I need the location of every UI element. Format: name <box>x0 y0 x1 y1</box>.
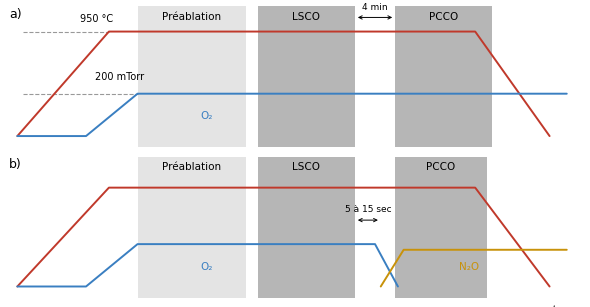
Text: LSCO: LSCO <box>293 12 320 22</box>
Bar <box>395 6 492 147</box>
Bar <box>137 157 246 298</box>
Text: b): b) <box>9 158 21 171</box>
Text: O₂: O₂ <box>200 262 212 272</box>
Text: a): a) <box>9 8 21 21</box>
Text: PCCO: PCCO <box>426 162 455 172</box>
Bar <box>395 157 487 298</box>
Text: Préablation: Préablation <box>162 12 221 22</box>
Text: 5 à 15 sec: 5 à 15 sec <box>345 205 391 215</box>
Text: N₂O: N₂O <box>460 262 480 272</box>
Bar <box>258 6 355 147</box>
Text: PCCO: PCCO <box>429 12 458 22</box>
Text: 950 °C: 950 °C <box>80 14 113 25</box>
Text: Préablation: Préablation <box>162 162 221 172</box>
Text: 4 min: 4 min <box>362 3 388 12</box>
Text: O₂: O₂ <box>200 111 212 121</box>
Text: LSCO: LSCO <box>293 162 320 172</box>
Bar <box>137 6 246 147</box>
Text: temps: temps <box>551 305 584 307</box>
Bar <box>258 157 355 298</box>
Text: 200 mTorr: 200 mTorr <box>94 72 144 82</box>
